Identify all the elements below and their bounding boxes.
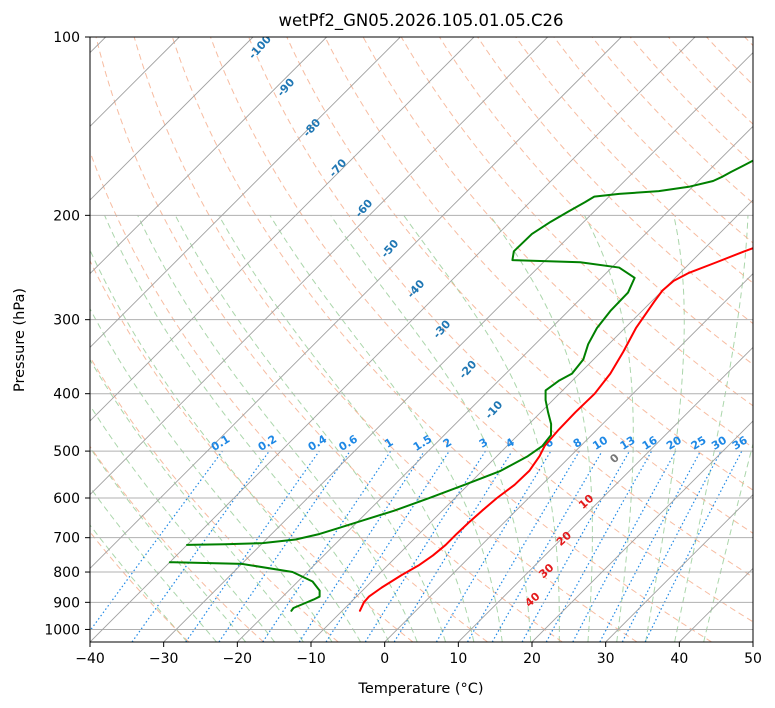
- moist-adiabat-line: [674, 215, 749, 642]
- plot-frame: [89, 36, 754, 643]
- moist-adiabat-line: [403, 215, 560, 642]
- mixing-ratio-line: [131, 450, 270, 642]
- isotherm-line: [90, 37, 696, 642]
- isotherm-line: [531, 420, 753, 642]
- y-tick-label: 200: [53, 208, 80, 224]
- moist-adiabat-line: [90, 404, 276, 642]
- isotherm-line: [605, 494, 753, 642]
- dry-adiabat-line: [286, 37, 753, 534]
- dry-adiabat-line: [324, 37, 753, 491]
- dry-adiabat-line: [95, 37, 563, 642]
- moist-adiabat-line: [584, 215, 634, 642]
- profile-line-2: [168, 561, 321, 612]
- mixing-ratio-line: [325, 450, 450, 642]
- mixing-ratio-line: [545, 450, 653, 642]
- isotherms: [90, 37, 753, 642]
- isotherm-line: [90, 37, 548, 496]
- dry-adiabat-line: [248, 37, 753, 578]
- y-axis-label: Pressure (hPa): [12, 288, 28, 392]
- moist-adiabat-line: [90, 486, 217, 642]
- isotherm-line: [90, 37, 475, 422]
- dry-adiabat-line: [133, 37, 638, 642]
- x-tick-label: 10: [449, 651, 467, 667]
- y-tick-label: 600: [53, 491, 80, 507]
- y-tick-label: 300: [53, 313, 80, 329]
- dry-adiabat-line: [515, 37, 753, 284]
- mixing-ratio-line: [572, 450, 677, 642]
- isotherm-line: [310, 199, 753, 642]
- moist-adiabat-line: [104, 215, 390, 642]
- y-tick-label: 500: [53, 444, 80, 460]
- moist-adiabat-line: [174, 215, 447, 642]
- x-tick-label: 30: [597, 651, 615, 667]
- y-tick-label: 800: [53, 565, 80, 581]
- moist-adiabat-line: [330, 215, 532, 642]
- moist-adiabat-line: [269, 215, 503, 642]
- moist-adiabat-line: [218, 215, 475, 642]
- isotherm-line: [90, 37, 254, 201]
- profile-line-1: [358, 247, 753, 612]
- x-tick-label: −40: [75, 651, 105, 667]
- moist-adiabat-line: [645, 215, 685, 642]
- dry-adiabat-line: [171, 37, 712, 642]
- x-tick-label: −20: [223, 651, 253, 667]
- x-tick-label: 40: [670, 651, 688, 667]
- moist-adiabat-line: [137, 215, 418, 642]
- moist-adiabat-line: [90, 249, 361, 642]
- dry-adiabat-line: [90, 445, 264, 642]
- profile-series: [168, 159, 753, 612]
- y-axis-ticks: 100 200 300 400 500 600 700 800 900 1000: [44, 30, 90, 638]
- mixing-ratio-line: [393, 450, 513, 642]
- mixing-ratio-line: [262, 450, 392, 642]
- chart-title: wetPf2_GN05.2026.105.01.05.C26: [279, 11, 564, 31]
- moist-adiabat-line: [90, 446, 247, 642]
- isotherm-line: [90, 37, 622, 569]
- x-tick-label: 0: [380, 651, 389, 667]
- moist-adiabat-line: [90, 358, 304, 642]
- isotherm-line: [90, 37, 327, 275]
- x-axis-ticks: −40 −30 −20 −10 0 10 20 30 40 50: [75, 642, 762, 667]
- mixing-ratio-line: [644, 450, 743, 642]
- isotherm-line: [90, 37, 401, 348]
- y-tick-label: 900: [53, 595, 80, 611]
- mixing-ratio-line: [298, 450, 425, 642]
- dry-adiabats: [90, 37, 753, 642]
- profile-line-3: [186, 159, 753, 546]
- isotherm-line: [458, 346, 753, 642]
- mixing-ratio-line: [218, 450, 351, 642]
- y-tick-label: 700: [53, 531, 80, 547]
- x-tick-label: −30: [149, 651, 179, 667]
- isotherm-line: [163, 52, 753, 642]
- mixing-ratio-lines: [90, 450, 743, 642]
- mixing-ratio-line: [90, 450, 223, 632]
- y-tick-label: 1000: [44, 622, 80, 638]
- x-tick-label: 20: [523, 651, 541, 667]
- moist-adiabats: [90, 215, 753, 642]
- x-axis-label: Temperature (°C): [357, 681, 483, 697]
- y-tick-label: 100: [53, 30, 80, 46]
- x-tick-label: −10: [296, 651, 326, 667]
- dry-adiabat-line: [210, 37, 753, 623]
- pressure-gridlines: [90, 37, 753, 630]
- moist-adiabat-line: [90, 307, 333, 642]
- x-tick-label: 50: [744, 651, 762, 667]
- y-tick-label: 400: [53, 387, 80, 403]
- mixing-ratio-line: [521, 450, 631, 642]
- isotherm-line: [384, 273, 753, 642]
- dry-adiabat-line: [90, 259, 414, 642]
- mixing-ratio-line: [185, 450, 320, 642]
- isotherm-line: [237, 125, 753, 642]
- dry-adiabat-line: [90, 356, 339, 642]
